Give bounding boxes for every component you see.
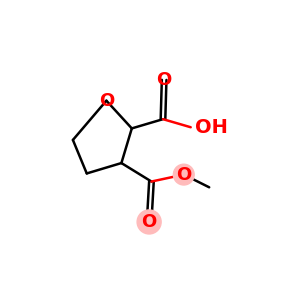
Text: O: O: [157, 71, 172, 89]
Text: O: O: [176, 166, 191, 184]
Text: O: O: [99, 92, 114, 110]
Text: OH: OH: [195, 118, 228, 137]
Circle shape: [137, 210, 161, 234]
Text: O: O: [142, 213, 157, 231]
Circle shape: [173, 164, 194, 185]
